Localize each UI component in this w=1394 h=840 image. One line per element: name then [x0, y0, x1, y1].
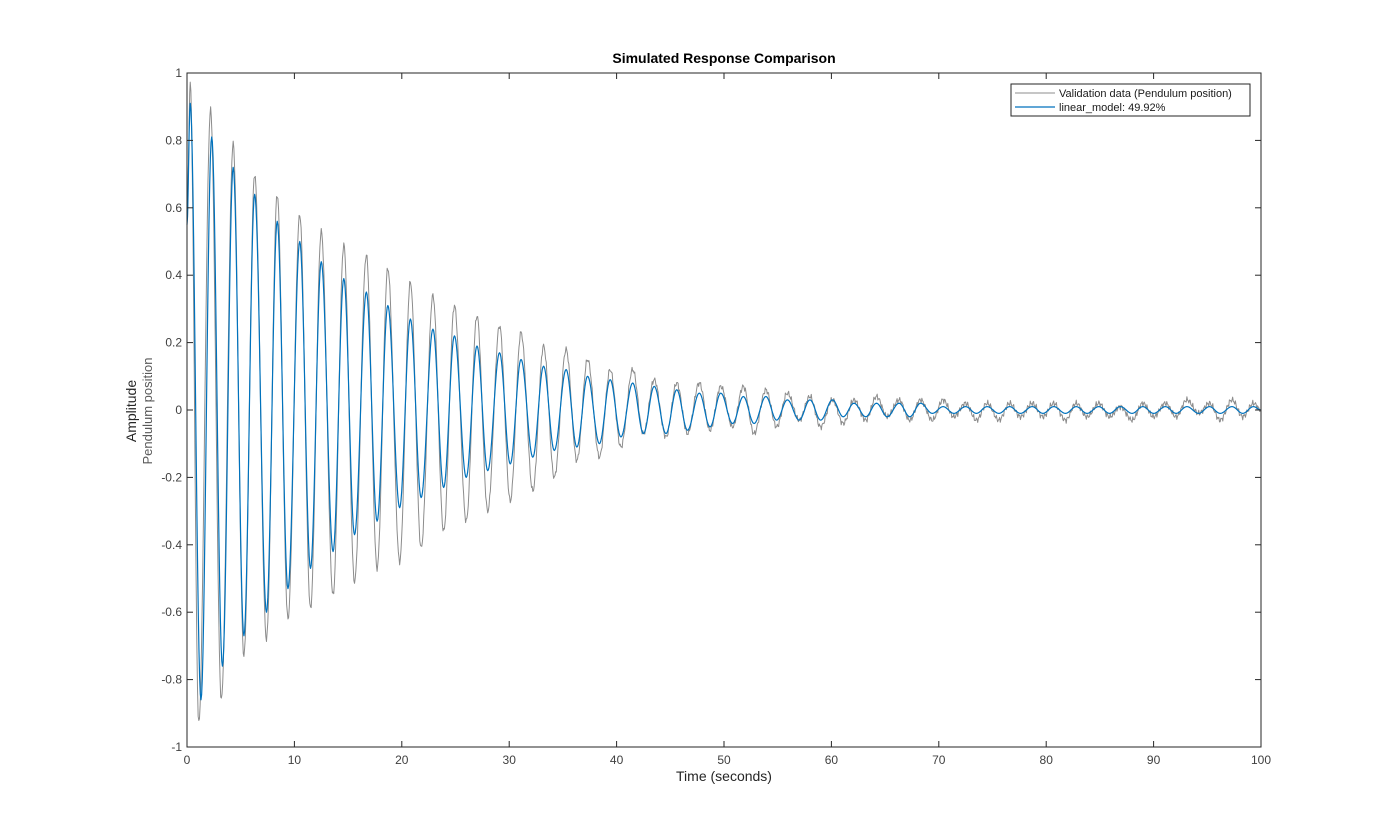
x-tick-label: 20 [395, 753, 409, 767]
y-tick-label: 1 [175, 66, 182, 80]
y-tick-label: -0.2 [161, 470, 182, 484]
x-tick-label: 10 [288, 753, 302, 767]
chart-title: Simulated Response Comparison [612, 50, 835, 66]
x-axis-label: Time (seconds) [676, 768, 772, 784]
y-axis-sublabel: Pendulum position [140, 358, 155, 465]
y-tick-label: 0.4 [165, 268, 182, 282]
y-tick-label: -1 [171, 740, 182, 754]
x-tick-label: 0 [184, 753, 191, 767]
y-tick-label: 0 [175, 403, 182, 417]
y-tick-label: 0.2 [165, 336, 182, 350]
legend-box [1010, 83, 1251, 117]
x-tick-label: 60 [825, 753, 839, 767]
x-tick-label: 80 [1040, 753, 1054, 767]
linear-model-line [186, 102, 1262, 701]
x-tick-label: 90 [1147, 753, 1161, 767]
tick-layer: 0 10 20 30 40 50 60 70 80 90 100-1-0.8-0.6-0.4-0.2… [161, 66, 1271, 767]
y-axis-label: Amplitude [123, 380, 139, 442]
y-tick-label: -0.8 [161, 673, 182, 687]
y-tick-label: -0.4 [161, 538, 182, 552]
y-tick-label: 0.8 [165, 133, 182, 147]
validation-data-line [186, 81, 1262, 721]
x-tick-label: 100 [1251, 753, 1271, 767]
legend: Validation data (Pendulum position) line… [1010, 83, 1251, 117]
legend-label-linear-model: linear_model: 49.92% [1059, 102, 1166, 114]
plot-area [187, 73, 1261, 747]
series-layer [186, 81, 1262, 721]
legend-label-validation: Validation data (Pendulum position) [1059, 88, 1232, 100]
y-tick-label: 0.6 [165, 201, 182, 215]
x-tick-label: 50 [717, 753, 731, 767]
y-tick-label: -0.6 [161, 605, 182, 619]
x-tick-label: 40 [610, 753, 624, 767]
x-tick-label: 70 [932, 753, 946, 767]
x-tick-label: 30 [503, 753, 517, 767]
